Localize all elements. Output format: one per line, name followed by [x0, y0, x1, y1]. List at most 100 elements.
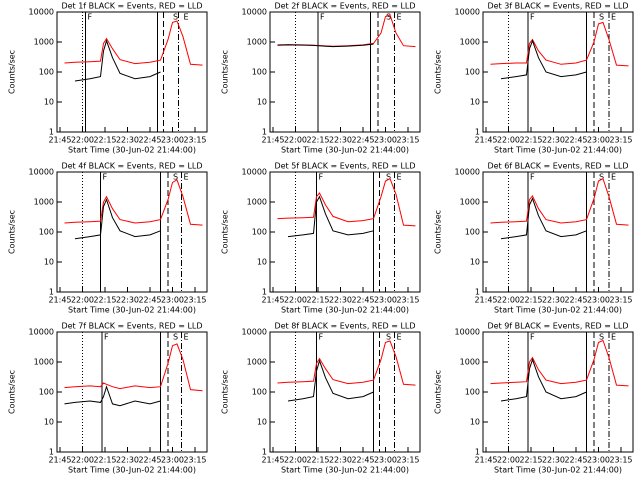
x-tick-label: 23:15 [609, 296, 632, 305]
x-tick-label: 22:15 [519, 296, 542, 305]
y-tick-label: 1000 [247, 198, 267, 207]
x-tick-label: 22:45 [564, 296, 587, 305]
x-tick-label: 22:00 [284, 136, 307, 145]
chart-title: Det 3f BLACK = Events, RED = LLD [487, 2, 628, 11]
series-line [490, 339, 629, 387]
y-tick-label: 1 [262, 448, 267, 457]
y-axis-label: Counts/sec [434, 50, 443, 94]
x-tick-label: 22:30 [542, 456, 565, 465]
plot-frame [482, 11, 634, 133]
annotation: S [386, 333, 391, 342]
x-tick-label: 22:45 [138, 136, 161, 145]
plot-frame [269, 171, 421, 293]
plot-frame [56, 331, 208, 453]
series-line [287, 359, 374, 402]
x-tick-label: 22:45 [351, 456, 374, 465]
x-tick-label: 22:45 [564, 136, 587, 145]
annotation: E [397, 13, 402, 22]
y-tick-label: 100 [465, 228, 480, 237]
x-tick-label: 22:30 [116, 136, 139, 145]
series-line [500, 358, 587, 402]
series-line [74, 39, 161, 82]
x-tick-label: 23:15 [609, 456, 632, 465]
y-tick-label: 10000 [455, 8, 480, 17]
x-tick-label: 22:00 [497, 136, 520, 145]
y-axis-label: Counts/sec [434, 210, 443, 254]
annotation: E [611, 173, 616, 182]
series-line [74, 198, 161, 240]
x-tick-label: 22:30 [116, 296, 139, 305]
y-tick-label: 100 [39, 228, 54, 237]
y-tick-label: 10 [44, 258, 54, 267]
series-line [64, 343, 203, 392]
y-tick-label: 100 [465, 388, 480, 397]
y-tick-label: 10000 [242, 168, 267, 177]
plot-frame [56, 171, 208, 293]
x-tick-label: 22:30 [116, 456, 139, 465]
y-tick-label: 1 [262, 128, 267, 137]
y-tick-label: 1 [475, 448, 480, 457]
x-tick-label: 21:45 [48, 296, 71, 305]
x-tick-label: 23:00 [161, 136, 184, 145]
x-tick-label: 21:45 [48, 136, 71, 145]
y-tick-label: 10 [470, 258, 480, 267]
y-tick-label: 10000 [455, 168, 480, 177]
y-axis-label: Counts/sec [221, 370, 230, 414]
annotation: E [397, 333, 402, 342]
series-line [64, 179, 203, 226]
x-tick-label: 23:15 [396, 296, 419, 305]
y-tick-label: 10 [257, 418, 267, 427]
x-tick-label: 22:15 [519, 136, 542, 145]
chart-title: Det 5f BLACK = Events, RED = LLD [274, 162, 415, 171]
x-axis-label: Start Time (30-Jun-02 21:44:00) [281, 466, 409, 475]
x-tick-label: 22:15 [306, 136, 329, 145]
x-axis-label: Start Time (30-Jun-02 21:44:00) [68, 466, 196, 475]
x-axis-label: Start Time (30-Jun-02 21:44:00) [68, 306, 196, 315]
x-tick-label: 22:30 [329, 136, 352, 145]
x-tick-label: 22:00 [71, 456, 94, 465]
x-tick-label: 22:15 [306, 296, 329, 305]
x-tick-label: 23:00 [374, 456, 397, 465]
y-tick-label: 10 [44, 418, 54, 427]
annotation: S [173, 13, 178, 22]
x-tick-label: 23:00 [374, 136, 397, 145]
annotation: S [173, 333, 178, 342]
series-line [287, 195, 374, 238]
y-tick-label: 1000 [34, 38, 54, 47]
chart-title: Det 1f BLACK = Events, RED = LLD [61, 2, 202, 11]
series-line [277, 43, 374, 48]
x-tick-label: 21:45 [474, 296, 497, 305]
plot-frame [482, 171, 634, 293]
y-tick-label: 100 [252, 228, 267, 237]
y-axis-label: Counts/sec [221, 50, 230, 94]
series-line [490, 21, 629, 67]
x-tick-label: 23:15 [396, 136, 419, 145]
annotation: E [184, 333, 189, 342]
x-tick-label: 22:45 [138, 456, 161, 465]
chart-title: Det 8f BLACK = Events, RED = LLD [274, 322, 415, 331]
x-tick-label: 22:00 [71, 136, 94, 145]
y-tick-label: 1000 [460, 38, 480, 47]
y-tick-label: 10 [257, 258, 267, 267]
y-tick-label: 10000 [242, 328, 267, 337]
y-tick-label: 10000 [29, 168, 54, 177]
x-tick-label: 23:00 [587, 136, 610, 145]
x-tick-label: 22:15 [93, 456, 116, 465]
y-tick-label: 10 [470, 98, 480, 107]
x-tick-label: 23:15 [183, 456, 206, 465]
annotation: F [319, 173, 324, 182]
annotation: F [530, 13, 535, 22]
x-tick-label: 22:00 [284, 456, 307, 465]
chart-title: Det 6f BLACK = Events, RED = LLD [487, 162, 628, 171]
x-tick-label: 21:45 [48, 456, 71, 465]
x-tick-label: 22:30 [542, 136, 565, 145]
x-tick-label: 22:45 [564, 456, 587, 465]
x-axis-label: Start Time (30-Jun-02 21:44:00) [68, 146, 196, 155]
x-tick-label: 23:15 [396, 456, 419, 465]
y-tick-label: 100 [465, 68, 480, 77]
x-tick-label: 22:30 [542, 296, 565, 305]
x-tick-label: 21:45 [261, 456, 284, 465]
y-tick-label: 1 [49, 288, 54, 297]
x-tick-label: 22:00 [497, 456, 520, 465]
